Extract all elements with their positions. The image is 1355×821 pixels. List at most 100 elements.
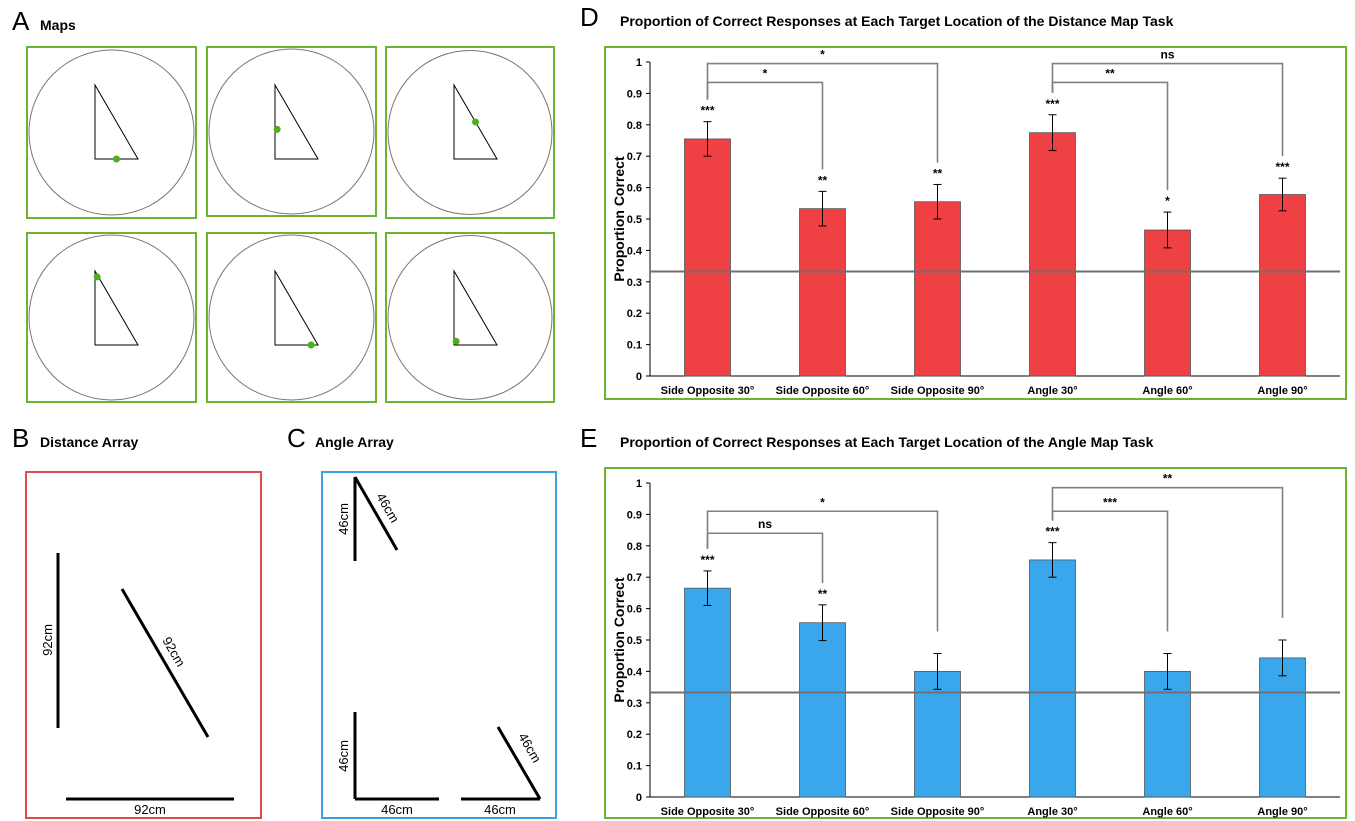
comparison-label: ** — [1163, 472, 1173, 486]
distance-diagonal-label: 92cm — [159, 634, 188, 669]
comparison-label: ns — [1160, 48, 1174, 62]
y-tick-label: 0.2 — [627, 729, 642, 741]
map-circle — [28, 49, 195, 216]
bar-significance-label: ** — [818, 173, 828, 187]
map-triangle — [94, 269, 139, 346]
map-circle — [387, 235, 553, 400]
y-tick-label: 0 — [636, 792, 642, 804]
x-category-label: Side Opposite 60° — [776, 806, 870, 818]
comparison-bracket — [1051, 486, 1284, 618]
distance-diagonal-line — [120, 588, 210, 738]
bar — [1259, 657, 1306, 798]
bar-significance-label: *** — [700, 104, 714, 118]
y-tick-label: 0.3 — [627, 698, 642, 710]
map-target-dot — [452, 337, 460, 345]
chart-frame — [604, 467, 1347, 819]
angle-array-frame — [321, 471, 557, 819]
bar — [684, 138, 731, 377]
panel-a-letter: A — [12, 6, 30, 36]
bar — [1029, 559, 1076, 798]
bar — [1144, 671, 1191, 798]
angle-bottom-diagonal-line — [496, 726, 542, 800]
y-tick-label: 0.5 — [627, 635, 642, 647]
y-tick-label: 0.2 — [627, 308, 642, 320]
bar-significance-label: *** — [1045, 97, 1059, 111]
bar — [1029, 132, 1076, 377]
bar-significance-label: *** — [1045, 525, 1059, 539]
comparison-bracket — [1051, 62, 1284, 157]
distance-vertical-label: 92cm — [40, 624, 55, 656]
map-target-dot — [93, 273, 101, 281]
y-tick-label: 0.1 — [627, 761, 642, 773]
comparison-bracket — [706, 532, 824, 583]
comparison-label: ns — [758, 517, 772, 531]
y-tick-label: 0.6 — [627, 183, 642, 195]
map-target-dot — [273, 125, 281, 133]
chart-title: Proportion of Correct Responses at Each … — [620, 434, 1154, 450]
map-circle — [387, 50, 553, 215]
y-tick-label: 0.9 — [627, 88, 642, 100]
map-circle — [28, 234, 195, 401]
x-category-label: Side Opposite 30° — [661, 806, 755, 818]
x-category-label: Angle 30° — [1027, 385, 1077, 397]
panel-a: A Maps — [12, 6, 555, 403]
x-category-label: Angle 30° — [1027, 806, 1077, 818]
distance-array-frame — [25, 471, 262, 819]
bar — [1144, 229, 1191, 377]
y-tick-label: 0.4 — [627, 245, 643, 257]
bar-significance-label: ** — [818, 587, 828, 601]
maps-grid — [26, 46, 555, 403]
map-frame — [385, 232, 555, 403]
map-target-dot — [472, 118, 479, 126]
angle-bottom-horizontal-left-label: 46cm — [381, 802, 413, 817]
y-axis-label: Proportion Correct — [611, 156, 627, 282]
map-frame — [26, 232, 197, 403]
x-category-label: Side Opposite 90° — [891, 385, 985, 397]
chart-d-letter: D — [580, 2, 599, 32]
y-tick-label: 1 — [636, 57, 642, 69]
panel-b-letter: B — [12, 423, 29, 453]
distance-horizontal-label: 92cm — [134, 802, 166, 817]
panel-a-title: Maps — [40, 17, 76, 33]
y-tick-label: 0.1 — [627, 340, 642, 352]
bar — [799, 208, 846, 377]
y-tick-label: 1 — [636, 478, 642, 490]
angle-bottom-horizontal-right-label: 46cm — [484, 802, 516, 817]
map-circle — [208, 234, 375, 401]
comparison-label: * — [820, 48, 825, 62]
map-triangle — [274, 269, 319, 346]
x-category-label: Angle 60° — [1142, 806, 1192, 818]
map-triangle — [453, 269, 498, 346]
bar-significance-label: * — [1165, 194, 1170, 208]
y-tick-label: 0.8 — [627, 120, 642, 132]
map-target-dot — [307, 341, 315, 349]
comparison-label: * — [763, 66, 768, 80]
chart-e: E Proportion of Correct Responses at Each… — [580, 423, 1347, 819]
bar — [1259, 194, 1306, 377]
y-tick-label: 0.4 — [627, 666, 643, 678]
bar-significance-label: *** — [1275, 160, 1289, 174]
panel-c-title: Angle Array — [315, 434, 394, 450]
map-frame — [26, 46, 197, 219]
y-tick-label: 0.7 — [627, 572, 642, 584]
angle-bottom-diagonal-label: 46cm — [515, 730, 544, 765]
map-target-dot — [113, 155, 120, 163]
bar — [914, 671, 961, 798]
chart-title: Proportion of Correct Responses at Each … — [620, 13, 1174, 29]
x-category-label: Side Opposite 90° — [891, 806, 985, 818]
angle-top-diagonal-line — [353, 476, 399, 551]
panel-b: B Distance Array 92cm 92cm 92cm — [12, 423, 262, 819]
x-category-label: Side Opposite 30° — [661, 385, 755, 397]
y-tick-label: 0.8 — [627, 541, 642, 553]
chart-e-letter: E — [580, 423, 597, 453]
chart-frame — [604, 46, 1347, 400]
comparison-label: ** — [1105, 66, 1115, 80]
x-category-label: Angle 90° — [1257, 385, 1307, 397]
map-frame — [206, 46, 377, 217]
map-triangle — [274, 83, 319, 160]
panel-c: C Angle Array 46cm 46cm 46cm 46cm 46cm 4… — [287, 423, 557, 819]
comparison-bracket — [706, 62, 939, 163]
bar-significance-label: *** — [700, 553, 714, 567]
y-tick-label: 0.9 — [627, 509, 642, 521]
